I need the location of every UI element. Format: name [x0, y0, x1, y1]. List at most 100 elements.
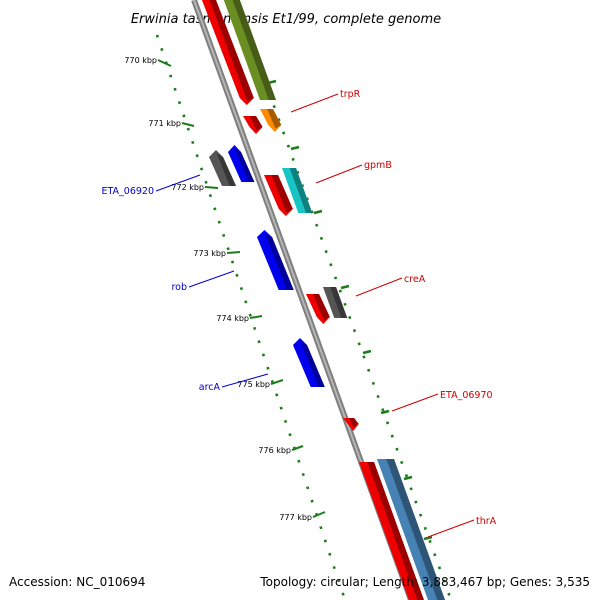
tick-dot: [217, 220, 221, 224]
tick-dot: [352, 329, 357, 333]
gene-label-rob[interactable]: rob: [171, 282, 187, 293]
ruler-tick: [181, 122, 195, 127]
gene-ETA_06970[interactable]: [343, 418, 359, 431]
gene-gray-creA[interactable]: [323, 287, 348, 318]
gene-ETA_06920-shade: [235, 148, 255, 182]
gene-cyan-shade: [289, 168, 313, 213]
ruler-tick: [291, 445, 304, 451]
tick-dot: [310, 499, 314, 503]
tick-dot: [400, 460, 404, 465]
major-tick: [423, 535, 433, 541]
gene-gray-ETA_06920-shade: [216, 153, 237, 186]
gene-label-ETA_06970[interactable]: ETA_06970: [440, 390, 493, 401]
gene-trpR[interactable]: [243, 116, 263, 134]
tick-dot: [395, 447, 399, 451]
tick-dot: [305, 197, 309, 201]
tick-dot: [182, 114, 186, 118]
gene-arcA[interactable]: [293, 338, 325, 387]
gene-olive[interactable]: [222, 0, 276, 100]
tick-dot: [160, 47, 164, 52]
gene-rob-shade: [265, 233, 294, 290]
gene-olive-shade: [232, 0, 276, 100]
gene-thrA-block[interactable]: [377, 459, 449, 600]
tick-dot: [367, 368, 371, 372]
tick-dot: [191, 140, 195, 145]
tick-dot: [428, 539, 432, 544]
ruler-tick: [157, 59, 172, 67]
gene-cyan[interactable]: [282, 168, 313, 213]
tick-dot: [328, 552, 332, 556]
tick-dot: [336, 579, 341, 583]
tick-dot: [390, 434, 394, 438]
gene-creA[interactable]: [306, 294, 330, 324]
tick-dot: [329, 263, 333, 267]
tick-dot: [208, 193, 213, 198]
tick-dot: [230, 260, 235, 264]
tick-dot: [177, 101, 182, 105]
tick-dot: [283, 419, 288, 424]
gene-rob[interactable]: [257, 230, 294, 290]
tick-dot: [341, 592, 345, 596]
label-connector: [221, 373, 269, 388]
tick-dot: [297, 459, 301, 463]
tick-dot: [306, 486, 310, 490]
label-connector: [391, 393, 439, 412]
gene-label-ETA_06920[interactable]: ETA_06920: [101, 186, 154, 197]
gene-gpmB[interactable]: [264, 175, 293, 216]
ruler-tick: [312, 511, 326, 518]
major-tick: [340, 284, 350, 290]
tick-dot: [319, 236, 324, 241]
gene-track: [200, 0, 449, 600]
gene-creA-shade: [313, 294, 330, 321]
major-tick: [380, 409, 390, 415]
tick-dot: [291, 157, 295, 161]
tick-dot: [447, 592, 451, 596]
gene-orange[interactable]: [260, 109, 282, 132]
tick-dot: [199, 167, 204, 171]
tick-dot: [300, 184, 305, 188]
tick-dot: [288, 433, 292, 437]
tick-dot: [324, 249, 328, 254]
ruler-tick: [249, 315, 263, 319]
ruler-tick: [270, 379, 284, 385]
gene-label-arcA[interactable]: arcA: [199, 382, 221, 393]
gene-label-creA[interactable]: creA: [404, 274, 426, 285]
major-tick: [362, 349, 372, 355]
topology-text: Topology: circular; Length: 3,883,467 bp…: [259, 575, 590, 589]
ruler-tick: [226, 251, 241, 254]
tick-dot: [286, 144, 291, 148]
major-tick: [403, 475, 413, 481]
tick-dot: [333, 276, 338, 280]
gene-red-bottom[interactable]: [359, 462, 428, 600]
kbp-ruler: 770 kbp 771 kbp 772 kbp 773 kbp 774 kbp 775 k…: [124, 56, 326, 522]
tick-dot: [195, 154, 199, 158]
label-connector: [188, 270, 235, 288]
tick-dot: [315, 223, 319, 227]
tick-dot: [235, 273, 239, 277]
gene-label-trpR[interactable]: trpR: [340, 89, 361, 100]
gene-label-thrA[interactable]: thrA: [476, 516, 497, 527]
gene-red-top[interactable]: [200, 0, 254, 105]
gene-ETA_06920[interactable]: [228, 145, 255, 182]
tick-tracks: [155, 0, 451, 596]
tick-dot: [270, 379, 274, 384]
tick-dot: [173, 87, 177, 91]
tick-dot: [275, 393, 279, 397]
gene-label-gpmB[interactable]: gpmB: [364, 160, 392, 171]
tick-dot: [213, 207, 217, 211]
major-tick: [290, 145, 300, 151]
tick-dot: [442, 579, 446, 583]
gene-gray-ETA_06920[interactable]: [209, 150, 237, 186]
tick-dot: [266, 366, 270, 370]
ruler-label: 772 kbp: [171, 183, 204, 192]
ruler-tick: [204, 186, 219, 189]
gene-red-top-shade: [209, 0, 254, 102]
tick-dot: [226, 247, 230, 251]
tick-dot: [423, 526, 427, 530]
tick-dot: [414, 500, 418, 504]
tick-dot: [338, 289, 342, 293]
label-connector: [355, 277, 403, 297]
tick-dot: [319, 526, 323, 530]
